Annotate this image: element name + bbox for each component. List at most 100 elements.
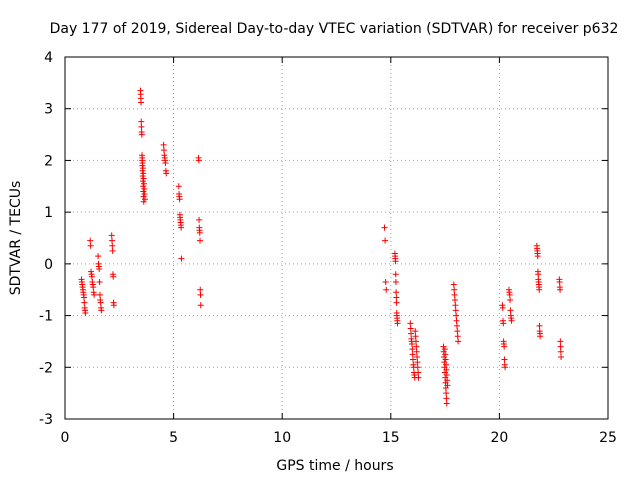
data-point xyxy=(139,178,146,185)
data-point xyxy=(500,320,507,327)
data-point xyxy=(443,400,450,407)
data-point xyxy=(455,338,462,345)
y-tick-label: 1 xyxy=(44,205,53,221)
data-point xyxy=(138,99,145,106)
data-point xyxy=(108,232,115,239)
data-point xyxy=(501,343,508,350)
data-point xyxy=(87,242,94,249)
data-point xyxy=(197,302,204,309)
data-point xyxy=(109,242,116,249)
data-point xyxy=(197,291,204,298)
data-point xyxy=(508,317,515,324)
data-point xyxy=(175,183,182,190)
data-point xyxy=(501,356,508,363)
data-point xyxy=(415,374,422,381)
data-point xyxy=(178,224,185,231)
data-point xyxy=(444,382,451,389)
data-point xyxy=(499,304,506,311)
y-tick-label: -3 xyxy=(39,412,53,428)
x-tick-label: 0 xyxy=(61,430,70,446)
data-point xyxy=(91,291,98,298)
data-point xyxy=(506,291,513,298)
data-point xyxy=(452,302,459,309)
y-axis-label: SDTVAR / TECUs xyxy=(8,181,24,296)
data-point xyxy=(141,185,148,192)
axis-ticks: 0 5 10 15 20 25 -3 -2 -1 0 1 2 3 4 xyxy=(39,50,617,446)
data-point xyxy=(414,359,421,366)
data-point xyxy=(140,188,147,195)
data-point xyxy=(443,395,450,402)
data-point xyxy=(451,286,458,293)
plot-frame xyxy=(64,56,609,420)
data-point xyxy=(96,278,103,285)
data-point xyxy=(414,353,421,360)
y-tick-label: 3 xyxy=(44,102,53,118)
x-tick-label: 10 xyxy=(273,430,291,446)
x-axis-label: GPS time / hours xyxy=(276,458,393,474)
data-point xyxy=(453,317,460,324)
x-tick-label: 20 xyxy=(490,430,508,446)
data-point xyxy=(141,191,148,198)
data-point xyxy=(413,343,420,350)
y-tick-label: 0 xyxy=(44,257,53,273)
data-point xyxy=(176,196,183,203)
data-point xyxy=(139,160,146,167)
data-point xyxy=(450,281,457,288)
data-point xyxy=(97,299,104,306)
data-point xyxy=(393,289,400,296)
data-point xyxy=(410,356,417,363)
data-point xyxy=(394,320,401,327)
data-point xyxy=(140,180,147,187)
data-point xyxy=(110,302,117,309)
data-point xyxy=(82,309,89,316)
data-point xyxy=(535,271,542,278)
data-point xyxy=(537,333,544,340)
data-point xyxy=(160,141,167,148)
data-point xyxy=(393,294,400,301)
data-point xyxy=(407,320,414,327)
data-point xyxy=(98,307,105,314)
data-point xyxy=(557,343,564,350)
data-point xyxy=(195,157,202,164)
data-point xyxy=(443,366,450,373)
data-point xyxy=(392,278,399,285)
data-point xyxy=(558,353,565,360)
data-point xyxy=(443,390,450,397)
data-point xyxy=(413,348,420,355)
data-point xyxy=(109,247,116,254)
data-point xyxy=(441,346,448,353)
grid xyxy=(65,57,608,419)
data-point xyxy=(534,253,541,260)
data-point xyxy=(440,348,447,355)
data-point xyxy=(141,196,148,203)
data-point xyxy=(140,193,147,200)
data-point xyxy=(196,216,203,223)
data-point xyxy=(412,328,419,335)
data-point xyxy=(382,278,389,285)
data-point xyxy=(451,297,458,304)
data-point xyxy=(557,348,564,355)
data-point xyxy=(393,299,400,306)
chart-title: Day 177 of 2019, Sidereal Day-to-day VTE… xyxy=(50,21,619,37)
data-point xyxy=(139,165,146,172)
data-point xyxy=(412,333,419,340)
data-point xyxy=(407,325,414,332)
data-point xyxy=(409,341,416,348)
data-point xyxy=(140,175,147,182)
data-point xyxy=(162,160,169,167)
data-point xyxy=(96,291,103,298)
data-point xyxy=(382,237,389,244)
data-point xyxy=(536,322,543,329)
data-point xyxy=(392,271,399,278)
data-point xyxy=(96,266,103,273)
data-point xyxy=(452,307,459,314)
data-point xyxy=(557,286,564,293)
data-point xyxy=(536,286,543,293)
data-point xyxy=(454,333,461,340)
data-point xyxy=(392,258,399,265)
data-point xyxy=(138,131,145,138)
data-point xyxy=(90,284,97,291)
data-point xyxy=(81,299,88,306)
x-tick-label: 5 xyxy=(169,430,178,446)
